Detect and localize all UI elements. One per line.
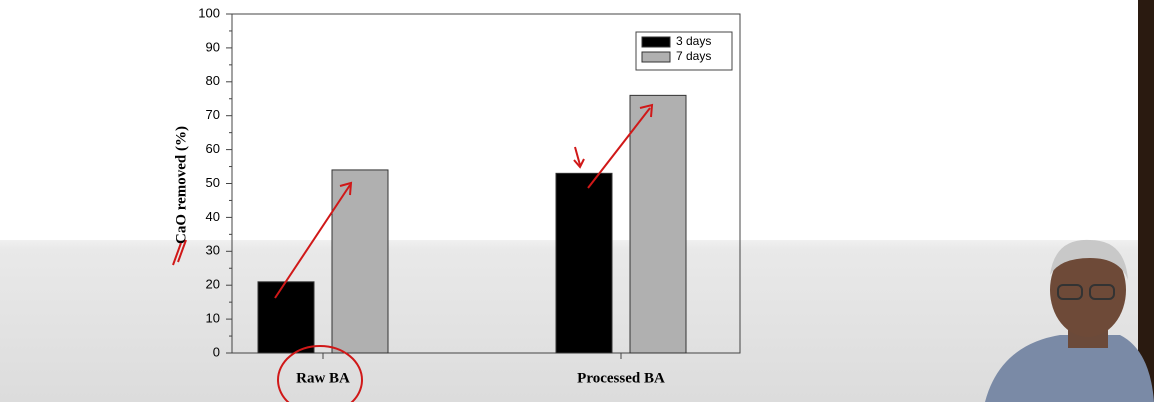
- y-tick-label: 50: [206, 175, 220, 190]
- x-tick-label: Processed BA: [577, 370, 665, 386]
- y-tick-label: 80: [206, 73, 220, 88]
- y-tick-label: 30: [206, 243, 220, 258]
- bar: [630, 95, 686, 353]
- y-tick-label: 40: [206, 209, 220, 224]
- legend-swatch: [642, 37, 670, 47]
- y-tick-label: 100: [198, 5, 220, 20]
- y-tick-label: 0: [213, 344, 220, 359]
- y-tick-label: 70: [206, 107, 220, 122]
- bar: [332, 170, 388, 353]
- page: CaO removed (%) 0 10 20 30 40 50 60 70 80 90 100 Ra…: [0, 0, 1154, 402]
- y-tick-label: 90: [206, 39, 220, 54]
- chart: CaO removed (%) 0 10 20 30 40 50 60 70 80 90 100 Ra…: [0, 0, 1154, 402]
- bar: [556, 173, 612, 353]
- x-tick-label: Raw BA: [296, 370, 350, 386]
- y-axis-label: CaO removed (%): [173, 126, 189, 244]
- legend-label: 3 days: [676, 34, 711, 48]
- y-tick-label: 60: [206, 141, 220, 156]
- bar: [258, 282, 314, 353]
- edge-strip: [1138, 0, 1154, 402]
- legend-label: 7 days: [676, 49, 711, 63]
- y-tick-label: 10: [206, 311, 220, 326]
- legend-swatch: [642, 52, 670, 62]
- y-tick-label: 20: [206, 277, 220, 292]
